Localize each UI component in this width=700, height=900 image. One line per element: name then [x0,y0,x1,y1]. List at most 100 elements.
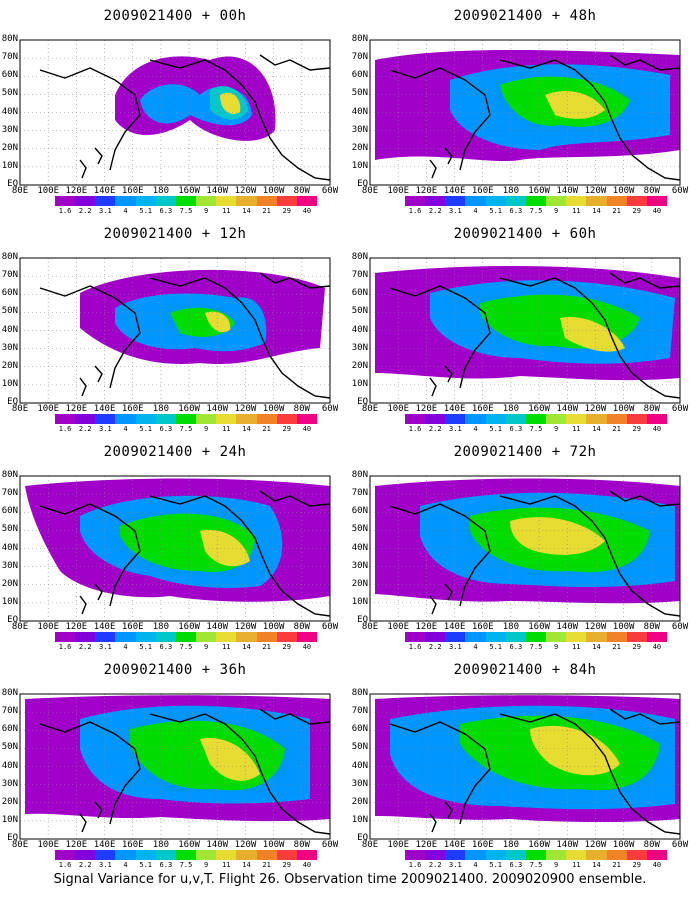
lon-tick-label: 120W [234,186,257,196]
lat-tick-label: 20N [1,796,18,807]
lat-tick-label: 20N [351,796,368,807]
lat-tick-label: 80N [351,688,368,698]
colorbar-label: 14 [242,425,251,433]
colorbar-swatch [626,850,647,860]
lon-tick-label: 120E [65,622,88,632]
lon-tick-label: 120E [415,404,438,414]
variance-field [370,258,680,403]
colorbar-swatch [135,196,156,206]
lon-tick-label: 120W [584,840,607,850]
colorbar-label: 11 [572,861,581,869]
map-plot [19,257,331,404]
lon-tick-label: 100E [387,404,410,414]
colorbar [55,196,318,206]
lat-tick-label: 30N [351,124,368,135]
colorbar-swatch [296,414,318,424]
lat-tick-label: 80N [1,34,18,44]
colorbar-swatch [55,850,76,860]
colorbar-label: 14 [242,207,251,215]
lon-tick-label: 160W [178,840,200,850]
colorbar-swatch [276,850,297,860]
coastline [389,708,680,835]
lon-tick-label: 60W [321,404,339,414]
lon-tick-label: 80W [293,186,310,196]
lon-tick-label: 60W [321,840,339,850]
coastline [39,54,330,181]
colorbar-swatch [55,632,76,642]
map-plot [19,475,331,622]
colorbar-label: 5.1 [139,425,153,433]
colorbar-label: 2.2 [428,207,442,215]
colorbar-swatch [75,850,96,860]
colorbar-label: 6.3 [159,425,173,433]
panel-title: 2009021400 + 60h [453,226,597,242]
lon-tick-label: 80W [293,840,310,850]
colorbar-label: 3.1 [99,861,112,869]
variance-contour [200,738,260,781]
colorbar-label: 3.1 [99,643,112,651]
lat-tick-label: 30N [1,560,18,571]
panel-title: 2009021400 + 00h [103,8,247,24]
lon-tick-label: 160W [178,404,200,414]
colorbar-swatch [115,196,136,206]
lat-tick-label: 60N [351,724,368,735]
colorbar-swatch [196,414,217,424]
lon-tick-label: 80W [643,840,660,850]
lat-tick-label: 40N [1,324,18,335]
colorbar-swatch [296,850,318,860]
map-frame [369,39,681,186]
colorbar-label: 3.1 [449,861,462,869]
colorbar-label: 4 [473,207,478,215]
lon-tick-label: 80E [11,186,29,196]
colorbar-swatch [256,850,277,860]
lon-tick-label: 180 [152,404,170,414]
colorbar-swatch [445,414,466,424]
lon-tick-label: 100W [262,186,285,196]
colorbar-swatch [505,196,526,206]
variance-field [370,694,680,839]
lat-tick-label: 10N [351,160,368,171]
lon-tick-label: 60W [321,186,339,196]
colorbar-swatch [586,632,607,642]
lat-tick-label: 10N [351,596,368,607]
lon-tick-label: 80E [11,840,29,850]
colorbar-swatch [276,632,297,642]
colorbar-label: 14 [592,861,601,869]
colorbar-label: 11 [572,207,581,215]
colorbar-swatch [626,196,647,206]
colorbar-swatch [566,196,587,206]
lon-tick-label: 80E [11,622,29,632]
lat-tick-label: 60N [351,288,368,299]
colorbar-swatch [485,414,506,424]
colorbar-swatch [155,632,176,642]
colorbar-label: 4 [123,861,128,869]
colorbar-label: 3.1 [99,207,112,215]
lon-tick-label: 120E [415,186,438,196]
colorbar-swatch [175,414,197,424]
colorbar-label: 4 [123,207,128,215]
colorbar-swatch [75,196,96,206]
coastline [39,708,330,835]
colorbar-label: 3.1 [99,425,112,433]
colorbar-swatch [465,632,486,642]
colorbar-label: 1.6 [408,425,422,433]
lon-tick-label: 120W [584,622,607,632]
lat-tick-label: 70N [1,706,18,717]
lat-tick-label: 80N [351,470,368,480]
colorbar-swatch [465,850,486,860]
lat-tick-label: 40N [351,106,368,117]
variance-field [370,476,680,621]
lat-tick-label: 50N [1,88,18,99]
colorbar-swatch [425,850,446,860]
lon-tick-label: 100E [37,404,60,414]
colorbar-label: 2.2 [78,861,92,869]
colorbar-label: 21 [262,207,271,215]
variance-field [20,258,330,403]
colorbar-swatch [445,196,466,206]
lon-tick-label: 100W [612,840,635,850]
lon-tick-label: 100W [262,622,285,632]
lat-tick-label: 70N [351,488,368,499]
panel-title: 2009021400 + 12h [103,226,247,242]
colorbar-label: 21 [612,207,621,215]
colorbar-label: 14 [592,425,601,433]
